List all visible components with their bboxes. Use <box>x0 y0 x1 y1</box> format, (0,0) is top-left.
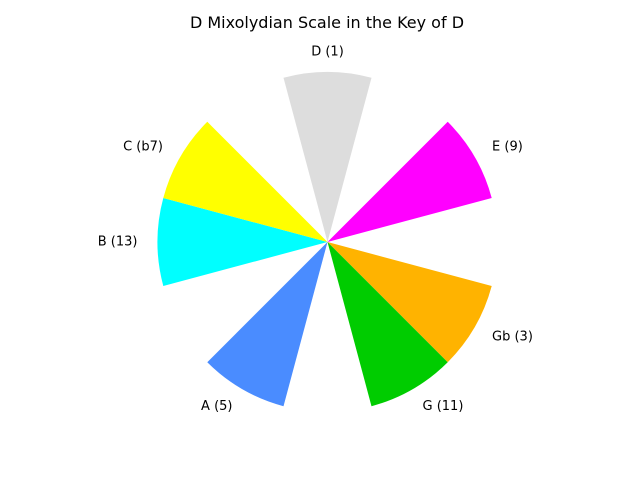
chart-title: D Mixolydian Scale in the Key of D <box>190 13 464 32</box>
slice-label-6: C (b7) <box>123 140 163 155</box>
slice-label-3: G (11) <box>423 399 464 414</box>
slice-label-1: E (9) <box>492 140 523 155</box>
slice-label-2: Gb (3) <box>492 330 533 345</box>
slices-group <box>158 72 492 406</box>
slice-label-5: B (13) <box>98 235 138 250</box>
slice-label-4: A (5) <box>201 399 232 414</box>
slice-label-0: D (1) <box>311 45 344 60</box>
